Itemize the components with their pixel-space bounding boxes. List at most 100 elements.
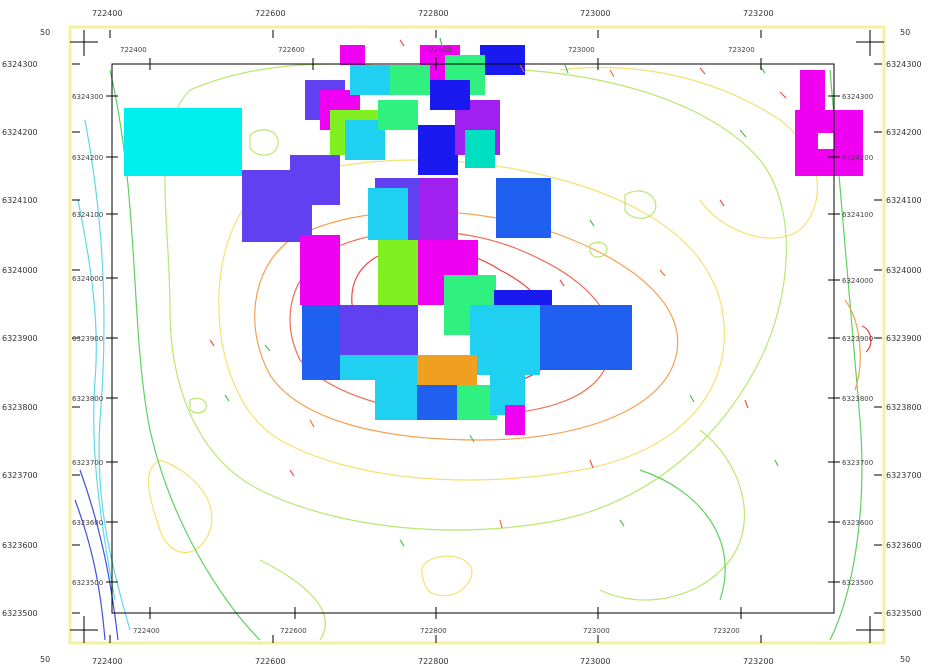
marker <box>659 269 666 277</box>
y-label-left: 6324000 <box>2 266 38 275</box>
marker <box>224 394 230 402</box>
marker <box>499 519 503 529</box>
y-label-right: 6324300 <box>886 60 922 69</box>
block-blue-2 <box>418 125 458 175</box>
x-axis-top: 722400 722600 722800 723000 723200 <box>92 9 774 18</box>
y-label-right: 6324000 <box>886 266 922 275</box>
marker <box>719 199 725 207</box>
block-cyan-8 <box>340 355 378 380</box>
block-seagreen-1 <box>378 100 418 130</box>
contour-lightgreen-3 <box>259 559 326 641</box>
x-label-inner-bottom: 722600 <box>280 627 307 635</box>
data-blocks <box>124 45 863 435</box>
y-label-inner-right: 6324100 <box>842 211 873 219</box>
x-label-inner-bottom: 723200 <box>713 627 740 635</box>
x-label-inner-top: 722800 <box>425 46 452 54</box>
y-label-inner-right: 6324000 <box>842 277 873 285</box>
block-green-2 <box>378 240 420 305</box>
y-label-right: 6324200 <box>886 128 922 137</box>
corner-label-bottom-left: 50 <box>40 655 50 664</box>
x-label-top: 722600 <box>255 9 286 18</box>
survey-boundary <box>68 25 886 645</box>
marker <box>559 279 565 287</box>
y-label-inner-left: 6323600 <box>72 519 103 527</box>
x-axis-bottom: 722400 722600 722800 723000 723200 <box>92 657 774 666</box>
corner-label-bottom-right: 50 <box>900 655 910 664</box>
y-label-left: 6324200 <box>2 128 38 137</box>
y-axis-inner: 6324300 6324200 6324100 6324000 6323900 … <box>72 93 873 587</box>
marker <box>589 459 594 469</box>
marker <box>774 459 779 467</box>
marker <box>744 399 749 409</box>
marker <box>589 219 595 227</box>
contour-lightgreen-4 <box>249 129 279 156</box>
y-label-right: 6324100 <box>886 196 922 205</box>
x-label-inner-bottom: 722400 <box>133 627 160 635</box>
x-label-bottom: 722800 <box>418 657 449 666</box>
contour-lightgreen-6 <box>589 241 608 258</box>
marker <box>609 69 615 78</box>
block-magenta-3 <box>340 45 365 65</box>
x-label-inner-bottom: 722800 <box>420 627 447 635</box>
block-magenta-7 <box>800 70 825 110</box>
contour-lightgreen-5 <box>624 190 657 219</box>
y-label-left: 6323500 <box>2 609 38 618</box>
block-blue-5 <box>496 178 551 238</box>
x-label-top: 722400 <box>92 9 123 18</box>
marker <box>779 91 787 99</box>
x-label-inner-bottom: 723000 <box>583 627 610 635</box>
marker <box>699 67 706 75</box>
x-label-bottom: 723000 <box>580 657 611 666</box>
block-magenta-6 <box>505 405 525 435</box>
marker <box>619 519 625 527</box>
marker <box>564 64 569 74</box>
y-label-inner-right: 6323600 <box>842 519 873 527</box>
marker <box>469 434 475 443</box>
block-cyan-5 <box>470 305 540 375</box>
marker <box>309 419 315 428</box>
x-label-bottom: 722400 <box>92 657 123 666</box>
contour-yellow-3 <box>147 459 213 554</box>
x-label-top: 723200 <box>743 9 774 18</box>
marker <box>209 339 215 347</box>
marker <box>399 39 405 47</box>
y-label-right: 6323700 <box>886 471 922 480</box>
block-cyan-4 <box>368 188 408 240</box>
block-blue-3 <box>480 45 525 75</box>
block-hole <box>818 133 834 149</box>
y-label-inner-left: 6324100 <box>72 211 103 219</box>
contour-blue-1 <box>74 499 106 641</box>
marker <box>739 129 747 138</box>
contour-blue-2 <box>79 469 119 641</box>
block-cyan-3 <box>350 65 390 95</box>
contour-green-1 <box>109 69 261 641</box>
y-label-left: 6323900 <box>2 334 38 343</box>
contour-yellow-4 <box>421 555 473 597</box>
contour-orange-right <box>844 299 861 391</box>
y-label-inner-left: 6324200 <box>72 154 103 162</box>
contour-red-small <box>861 325 872 353</box>
x-label-top: 722800 <box>418 9 449 18</box>
y-label-left: 6323800 <box>2 403 38 412</box>
marker <box>519 64 525 73</box>
block-blue-1 <box>302 305 342 380</box>
y-label-inner-left: 6323800 <box>72 395 103 403</box>
block-blue-7 <box>540 305 632 370</box>
y-label-right: 6323500 <box>886 609 922 618</box>
corner-label-top-left: 50 <box>40 28 50 37</box>
y-label-inner-right: 6323900 <box>842 335 873 343</box>
marker <box>439 37 443 47</box>
y-label-left: 6324100 <box>2 196 38 205</box>
x-axis-inner: 722400 722600 722800 723000 723200 72240… <box>120 46 755 635</box>
y-label-right: 6323900 <box>886 334 922 343</box>
x-label-top: 723000 <box>580 9 611 18</box>
block-cyan-left <box>124 108 242 176</box>
contour-lightgreen-2 <box>599 429 745 601</box>
block-orange-1 <box>417 355 477 390</box>
y-label-inner-left: 6323700 <box>72 459 103 467</box>
y-label-inner-left: 6323900 <box>72 335 103 343</box>
corner-marks <box>70 30 884 643</box>
block-blue-4 <box>430 80 470 110</box>
x-label-bottom: 722600 <box>255 657 286 666</box>
